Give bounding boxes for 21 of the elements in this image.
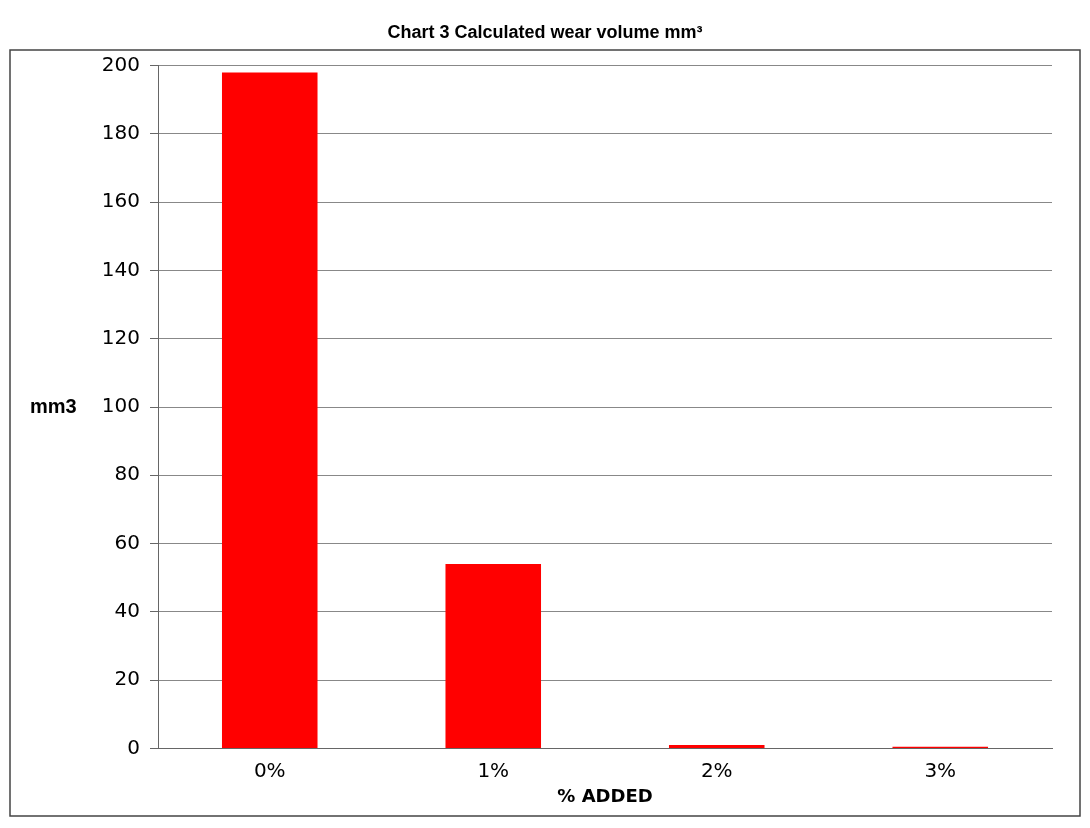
- x-axis-title: % ADDED: [557, 784, 653, 806]
- x-tick-label: 2%: [700, 757, 733, 782]
- bar: [445, 564, 542, 748]
- bar: [668, 744, 765, 748]
- x-tick-label: 0%: [253, 757, 286, 782]
- chart-title: Chart 3 Calculated wear volume mm³: [387, 21, 703, 42]
- y-tick-label: 120: [101, 324, 140, 349]
- x-tick-label: 3%: [924, 757, 957, 782]
- y-tick-label: 60: [114, 529, 140, 554]
- x-tick-label: 1%: [477, 757, 510, 782]
- y-tick-label: 100: [101, 393, 140, 418]
- y-tick-label: 40: [114, 598, 140, 623]
- y-axis-title: mm3: [30, 394, 77, 417]
- y-tick-label: 160: [101, 188, 140, 213]
- y-tick-label: 0: [127, 734, 140, 759]
- y-tick-label: 200: [101, 51, 140, 76]
- y-tick-label: 140: [101, 256, 140, 281]
- y-tick-label: 180: [101, 120, 140, 145]
- y-tick-label: 80: [114, 461, 140, 486]
- y-tick-label: 20: [114, 666, 140, 691]
- bar: [221, 72, 318, 748]
